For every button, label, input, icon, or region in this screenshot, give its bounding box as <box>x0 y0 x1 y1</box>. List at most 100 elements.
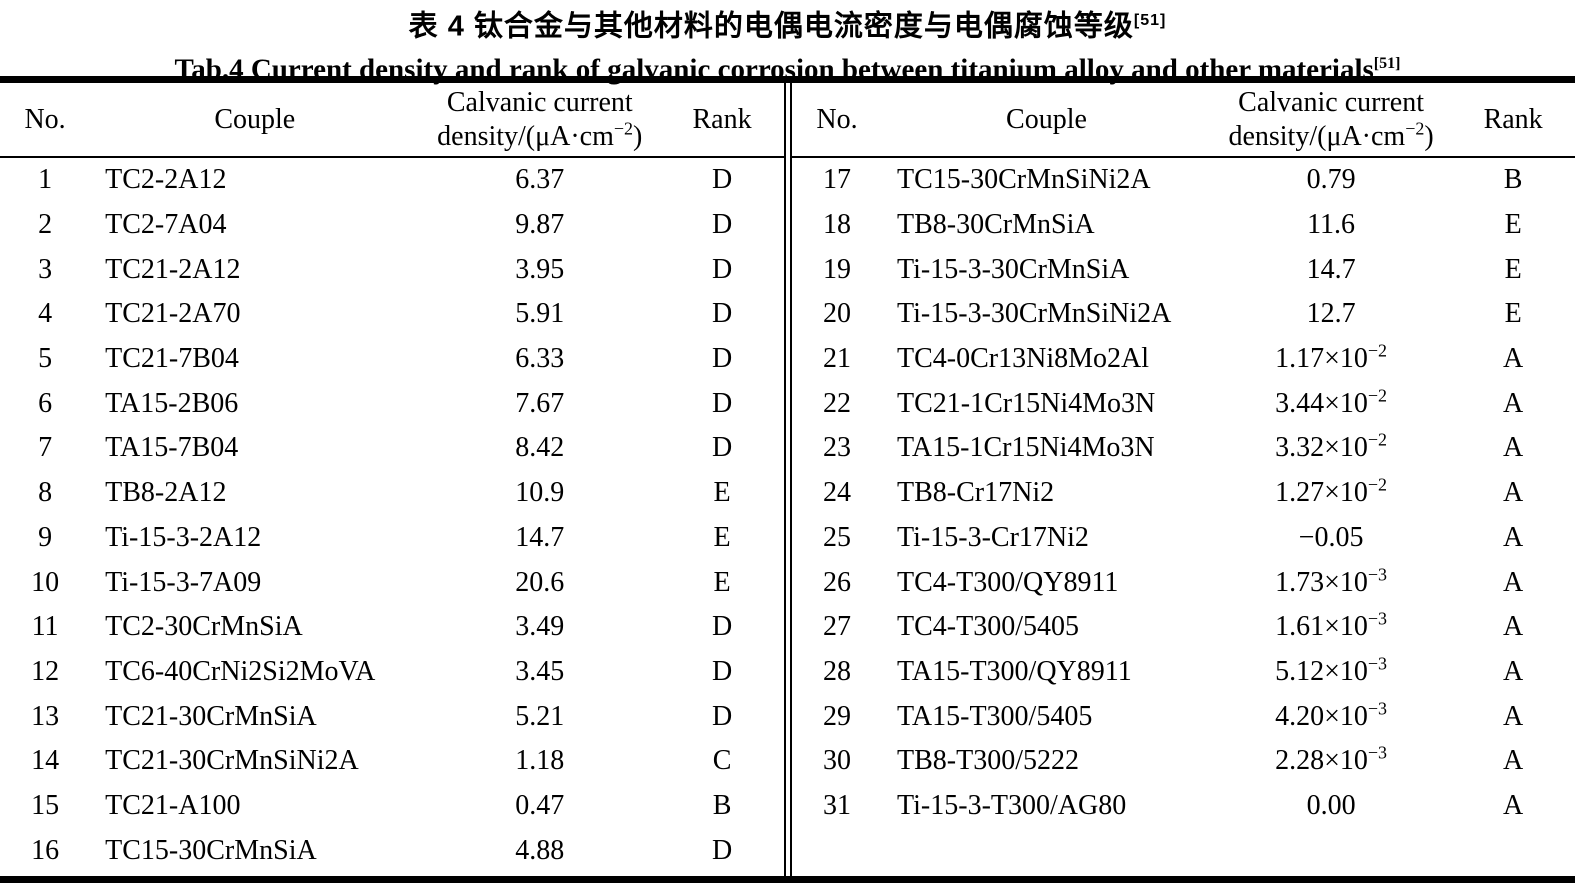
current-density-cell: 1.17×10−2 <box>1275 340 1388 375</box>
table-row: 7 TA15-7B04 8.42 D <box>0 426 784 471</box>
row-number-cell: 2 <box>38 209 53 241</box>
row-number-cell: 15 <box>31 789 60 821</box>
table-divider <box>784 83 792 876</box>
couple-cell: TB8-T300/5222 <box>897 745 1080 777</box>
rank-cell: A <box>1503 611 1524 643</box>
header-rank: Rank <box>660 83 784 158</box>
header-couple: Couple <box>882 83 1211 158</box>
row-number-cell: 10 <box>31 566 60 598</box>
rank-cell: D <box>711 209 733 241</box>
table-row: 3 TC21-2A12 3.95 D <box>0 247 784 292</box>
row-number-cell: 24 <box>823 477 852 509</box>
rank-cell: D <box>711 253 733 285</box>
couple-cell: TC4-0Cr13Ni8Mo2Al <box>897 343 1150 375</box>
header-couple: Couple <box>90 83 420 158</box>
couple-cell: TA15-T300/QY8911 <box>897 655 1132 687</box>
rank-cell: E <box>713 521 731 553</box>
table-title-en-text: Tab.4 Current density and rank of galvan… <box>174 53 1374 86</box>
couple-cell: TA15-1Cr15Ni4Mo3N <box>897 432 1155 464</box>
rank-cell: A <box>1503 655 1524 687</box>
table-row: 17 TC15-30CrMnSiNi2A 0.79 B <box>792 157 1575 203</box>
couple-cell: TB8-Cr17Ni2 <box>897 477 1055 509</box>
couple-cell: TA15-T300/5405 <box>897 700 1093 732</box>
current-density-cell: 3.45 <box>515 655 565 687</box>
current-density-cell: 2.28×10−3 <box>1275 742 1388 777</box>
table-row: 15 TC21-A100 0.47 B <box>0 784 784 829</box>
row-number-cell: 13 <box>31 700 60 732</box>
current-density-cell: 3.49 <box>515 611 565 643</box>
current-density-cell: 14.7 <box>1306 253 1356 285</box>
table-title-zh-text: 表 4 钛合金与其他材料的电偶电流密度与电偶腐蚀等级 <box>408 10 1134 43</box>
table-right: No. Couple Calvanic current density/(μA·c… <box>792 83 1575 828</box>
row-number-cell: 30 <box>823 745 852 777</box>
couple-cell: Ti-15-3-30CrMnSiA <box>897 253 1130 285</box>
table-row: 22 TC21-1Cr15Ni4Mo3N 3.44×10−2 A <box>792 381 1575 426</box>
table-left: No. Couple Calvanic current density/(μA·c… <box>0 83 784 873</box>
table-row: 10 Ti-15-3-7A09 20.6 E <box>0 560 784 605</box>
couple-cell: Ti-15-3-30CrMnSiNi2A <box>897 298 1172 330</box>
current-density-cell: 5.21 <box>515 700 565 732</box>
rank-cell: C <box>712 745 732 777</box>
current-density-cell: 14.7 <box>515 521 565 553</box>
table-row: 30 TB8-T300/5222 2.28×10−3 A <box>792 739 1575 784</box>
row-number-cell: 22 <box>823 387 852 419</box>
rank-cell: E <box>1504 298 1522 330</box>
table-row: 9 Ti-15-3-2A12 14.7 E <box>0 516 784 561</box>
couple-cell: TC21-2A70 <box>105 298 241 330</box>
row-number-cell: 29 <box>823 700 852 732</box>
rank-cell: A <box>1503 343 1524 375</box>
table-row: 29 TA15-T300/5405 4.20×10−3 A <box>792 694 1575 739</box>
current-density-cell: 8.42 <box>515 432 565 464</box>
couple-cell: TC21-A100 <box>105 789 241 821</box>
citation-ref-en: [51] <box>1373 54 1401 72</box>
rank-cell: A <box>1503 700 1524 732</box>
density-exponent: −3 <box>1367 564 1388 585</box>
rank-cell: A <box>1503 521 1524 553</box>
header-no: No. <box>0 83 91 158</box>
density-exponent: −2 <box>1367 430 1388 451</box>
row-number-cell: 1 <box>38 164 53 196</box>
row-number-cell: 27 <box>823 611 852 643</box>
rank-cell: D <box>711 164 733 196</box>
table-row: 31 Ti-15-3-T300/AG80 0.00 A <box>792 784 1575 829</box>
density-exponent: −3 <box>1367 653 1388 674</box>
couple-cell: TB8-2A12 <box>105 477 227 509</box>
current-density-cell: 11.6 <box>1307 209 1356 241</box>
couple-cell: TC4-T300/5405 <box>897 611 1080 643</box>
table-row: 11 TC2-30CrMnSiA 3.49 D <box>0 605 784 650</box>
current-density-cell: 6.37 <box>515 164 565 196</box>
table-right-half: No. Couple Calvanic current density/(μA·c… <box>792 83 1575 876</box>
row-number-cell: 20 <box>823 298 852 330</box>
current-density-cell: 3.95 <box>515 253 565 285</box>
table-title-zh: 表 4 钛合金与其他材料的电偶电流密度与电偶腐蚀等级[51] <box>0 2 1575 46</box>
couple-cell: TC4-T300/QY8911 <box>897 566 1119 598</box>
table-left-half: No. Couple Calvanic current density/(μA·c… <box>0 83 784 876</box>
rank-cell: D <box>711 611 733 643</box>
table-row: 26 TC4-T300/QY8911 1.73×10−3 A <box>792 560 1575 605</box>
table-row: 12 TC6-40CrNi2Si2MoVA 3.45 D <box>0 650 784 695</box>
table-row: 18 TB8-30CrMnSiA 11.6 E <box>792 203 1575 248</box>
table-row: 28 TA15-T300/QY8911 5.12×10−3 A <box>792 650 1575 695</box>
couple-cell: TC21-30CrMnSiNi2A <box>105 745 359 777</box>
couple-cell: TC2-2A12 <box>105 164 227 196</box>
couple-cell: TC2-7A04 <box>105 209 227 241</box>
galvanic-corrosion-table: No. Couple Calvanic current density/(μA·c… <box>0 76 1575 883</box>
current-density-cell: 0.79 <box>1306 164 1356 196</box>
header-row: No. Couple Calvanic current density/(μA·c… <box>792 83 1575 158</box>
table-row: 27 TC4-T300/5405 1.61×10−3 A <box>792 605 1575 650</box>
table-row: 19 Ti-15-3-30CrMnSiA 14.7 E <box>792 247 1575 292</box>
current-density-cell: 0.00 <box>1306 789 1356 821</box>
current-density-cell: 7.67 <box>515 387 565 419</box>
current-density-cell: 1.18 <box>515 745 565 777</box>
row-number-cell: 19 <box>823 253 852 285</box>
current-density-cell: 5.91 <box>515 298 565 330</box>
rank-cell: A <box>1503 566 1524 598</box>
row-number-cell: 14 <box>31 745 60 777</box>
row-number-cell: 9 <box>38 521 53 553</box>
couple-cell: TC21-7B04 <box>105 343 239 375</box>
table-row: 14 TC21-30CrMnSiNi2A 1.18 C <box>0 739 784 784</box>
rank-cell: D <box>711 700 733 732</box>
table-row: 2 TC2-7A04 9.87 D <box>0 203 784 248</box>
row-number-cell: 4 <box>38 298 53 330</box>
table-row: 1 TC2-2A12 6.37 D <box>0 157 784 203</box>
